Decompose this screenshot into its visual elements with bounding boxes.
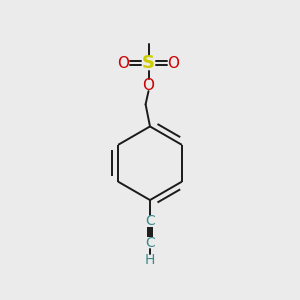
Text: S: S [142, 54, 155, 72]
Text: C: C [145, 236, 155, 250]
Text: O: O [118, 56, 130, 70]
Text: O: O [168, 56, 180, 70]
Text: H: H [145, 253, 155, 266]
Text: C: C [145, 214, 155, 228]
Text: O: O [142, 78, 154, 93]
